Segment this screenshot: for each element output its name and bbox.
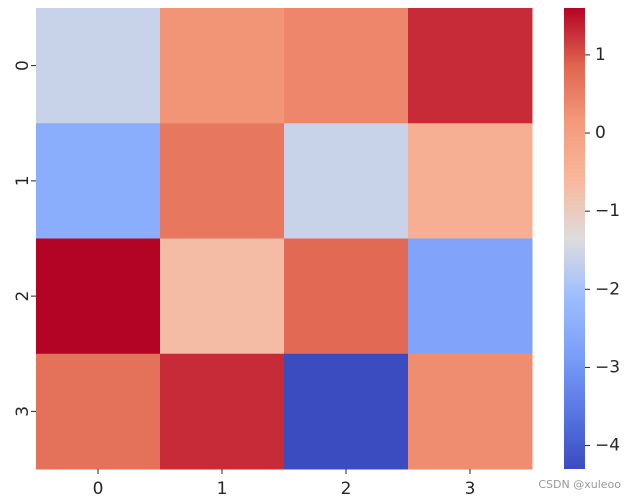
colorbar [564,8,585,469]
y-tick-label: 2 [13,291,33,302]
heatmap-cell-r1-c2 [284,123,409,239]
y-tick-label: 0 [13,60,33,71]
heatmap-cell-r0-c1 [160,8,285,124]
heatmap-cell-r0-c3 [408,8,533,124]
heatmap-cell-r0-c2 [284,8,409,124]
colorbar-tick-label: −4 [595,436,620,456]
heatmap-cell-r0-c0 [36,8,161,124]
x-tick-label: 2 [341,479,352,499]
x-tick-label: 3 [465,479,476,499]
heatmap-cell-r1-c3 [408,123,533,239]
heatmap-cell-r3-c3 [408,353,533,470]
heatmap-cell-r1-c1 [160,123,285,239]
heatmap-cell-r3-c1 [160,353,285,470]
heatmap-cell-r1-c0 [36,123,161,239]
y-axis: 0 1 2 3 [13,60,36,417]
colorbar-tick-label: −1 [595,201,620,221]
colorbar-tick-label: −2 [595,279,620,299]
heatmap-cell-r3-c0 [36,353,161,470]
heatmap-cell-r2-c0 [36,238,161,355]
heatmap-cell-r2-c3 [408,238,533,355]
heatmap-cells [36,8,533,470]
colorbar-tick-label: 0 [595,123,606,143]
heatmap-cell-r3-c2 [284,353,409,470]
colorbar-tick-label: −3 [595,357,620,377]
colorbar-ticks: 1 0 −1 −2 −3 −4 [585,45,620,456]
watermark: CSDN @xuleoo [538,478,621,491]
colorbar-tick-label: 1 [595,45,606,65]
heatmap-cell-r2-c2 [284,238,409,355]
x-tick-label: 1 [217,479,228,499]
x-tick-label: 0 [93,479,104,499]
x-axis: 0 1 2 3 [93,469,476,499]
y-tick-label: 1 [13,175,33,186]
heatmap-cell-r2-c1 [160,238,285,355]
y-tick-label: 3 [13,406,33,417]
